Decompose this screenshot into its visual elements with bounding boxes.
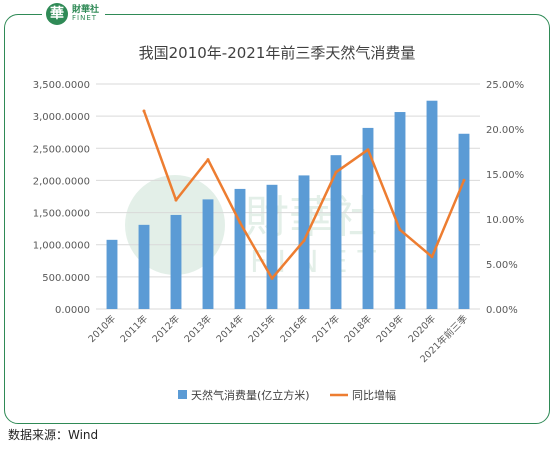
chart-title: 我国2010年-2021年前三季天然气消费量 <box>139 44 416 62</box>
legend-line-label: 同比增幅 <box>352 388 396 402</box>
y-left-tick-label: 2,500.0000 <box>33 144 90 155</box>
legend-bar-label: 天然气消费量(亿立方米) <box>191 388 310 402</box>
brand-logo: 華 財華社 FINET <box>42 2 106 26</box>
x-tick-label: 2017年 <box>310 312 343 345</box>
line-point <box>238 221 242 225</box>
source-note: 数据来源：Wind <box>8 428 99 442</box>
brand-name-cn: 財華社 <box>72 5 100 15</box>
x-tick-label: 2015年 <box>246 312 279 345</box>
x-tick-label: 2010年 <box>86 312 119 345</box>
y-left-tick-label: 0.0000 <box>55 305 90 316</box>
y-left-tick-label: 1,000.0000 <box>33 241 90 252</box>
bar <box>234 188 246 309</box>
line-point <box>206 158 210 162</box>
y-right-tick-label: 10.00% <box>486 215 524 226</box>
x-tick-label: 2016年 <box>278 312 311 345</box>
bar <box>266 184 278 309</box>
line-point <box>366 148 370 152</box>
line-point <box>462 178 466 182</box>
bar <box>202 199 214 309</box>
x-tick-label: 2014年 <box>214 312 247 345</box>
y-left-tick-label: 3,500.0000 <box>33 80 90 91</box>
y-left-tick-label: 2,000.0000 <box>33 176 90 187</box>
x-axis-labels: 2010年 2011年 2012年 2013年 2014年 2015年 2016年 2017年… <box>86 312 471 365</box>
line-point <box>174 198 178 202</box>
bar <box>394 112 406 310</box>
x-tick-label: 2019年 <box>374 312 407 345</box>
y-left-tick-label: 1,500.0000 <box>33 209 90 220</box>
y-right-tick-label: 0.00% <box>486 305 518 316</box>
line-point <box>398 228 402 232</box>
bar <box>170 214 182 309</box>
bar <box>426 100 438 309</box>
bar <box>362 127 374 310</box>
y-right-tick-label: 5.00% <box>486 260 518 271</box>
bar <box>106 239 118 309</box>
watermark-text-cn: 財華社 <box>245 192 377 243</box>
y-left-tick-label: 3,000.0000 <box>33 112 90 123</box>
line-point <box>270 276 274 280</box>
bar <box>330 155 342 309</box>
bar <box>138 224 150 309</box>
x-tick-label: 2020年 <box>406 312 439 345</box>
y-left-tick-label: 500.0000 <box>42 273 90 284</box>
gridlines <box>96 83 480 310</box>
y-right-tick-label: 20.00% <box>486 125 524 136</box>
line-point <box>430 255 434 259</box>
x-tick-label: 2012年 <box>150 312 183 345</box>
line-point <box>302 239 306 243</box>
watermark: 財華社 FINET <box>125 175 377 280</box>
x-tick-label: 2013年 <box>182 312 215 345</box>
legend: 天然气消费量(亿立方米) 同比增幅 <box>178 388 396 402</box>
y-right-tick-label: 15.00% <box>486 170 524 181</box>
y-right-tick-label: 25.00% <box>486 80 524 91</box>
legend-bar-swatch <box>178 390 187 399</box>
bar <box>458 133 470 309</box>
y-axis-right: 0.00% 5.00% 10.00% 15.00% 20.00% 25.00% <box>486 80 524 316</box>
line-point <box>334 170 338 174</box>
line-series <box>142 109 466 280</box>
chart-svg: 財華社 FINET 我国2010年-2021年前三季天然气消费量 0.0000 5… <box>33 44 524 402</box>
y-axis-left: 0.0000 500.0000 1,000.0000 1,500.0000 2,000.… <box>33 80 90 316</box>
brand-name-en: FINET <box>72 14 98 22</box>
x-tick-label: 2018年 <box>342 312 375 345</box>
x-tick-label: 2011年 <box>118 312 151 345</box>
line-point <box>142 109 146 113</box>
brand-logo-icon: 華 <box>46 3 68 25</box>
